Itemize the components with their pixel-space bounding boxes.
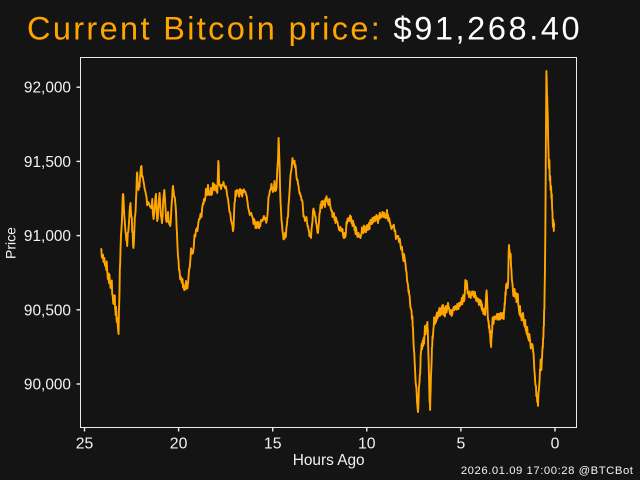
svg-text:92,000: 92,000 xyxy=(24,80,71,97)
svg-text:90,000: 90,000 xyxy=(24,377,71,394)
svg-text:Current Bitcoin price: $91,268: Current Bitcoin price: $91,268.40 xyxy=(27,11,582,47)
svg-text:2026.01.09 17:00:28 @BTCBot: 2026.01.09 17:00:28 @BTCBot xyxy=(461,465,634,477)
svg-text:91,500: 91,500 xyxy=(24,154,71,171)
svg-text:0: 0 xyxy=(551,435,560,452)
svg-text:91,000: 91,000 xyxy=(24,228,71,245)
svg-text:20: 20 xyxy=(170,435,188,452)
svg-text:Price: Price xyxy=(3,227,19,259)
svg-text:5: 5 xyxy=(457,435,466,452)
svg-text:Hours Ago: Hours Ago xyxy=(293,452,365,469)
svg-text:15: 15 xyxy=(264,435,282,452)
svg-text:25: 25 xyxy=(76,435,94,452)
svg-text:90,500: 90,500 xyxy=(24,302,71,319)
svg-text:10: 10 xyxy=(358,435,376,452)
